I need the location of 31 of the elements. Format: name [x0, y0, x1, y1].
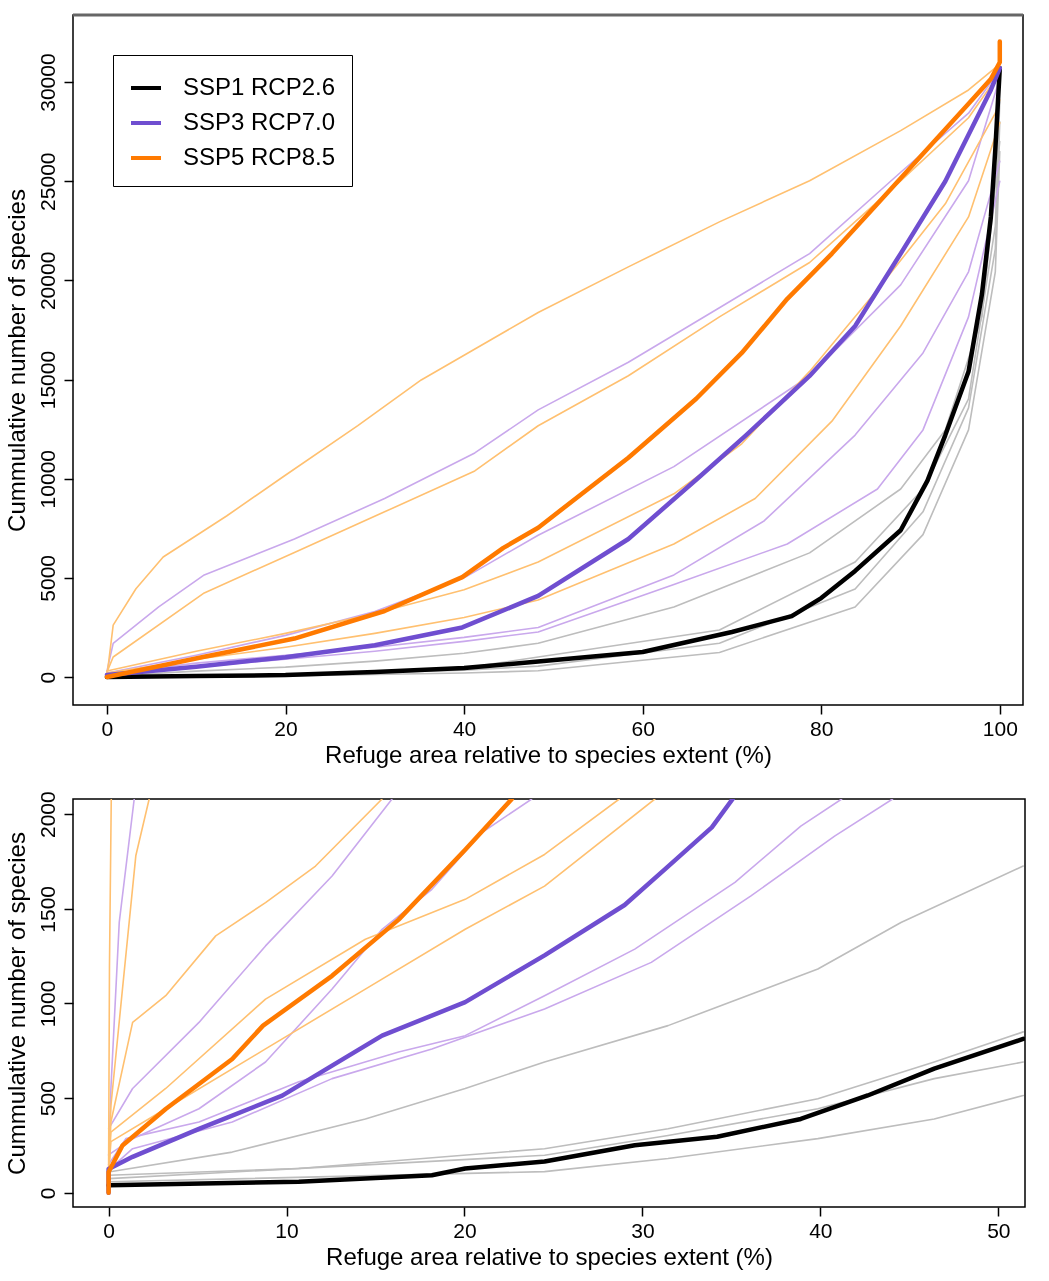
x-tick-label: 30 [631, 1218, 655, 1242]
legend-label: SSP3 RCP7.0 [183, 108, 336, 135]
x-tick-label: 60 [631, 716, 655, 740]
y-tick-label: 10000 [35, 450, 59, 509]
x-tick-label: 40 [452, 716, 477, 740]
x-tick-label: 100 [982, 716, 1018, 740]
y-tick-label: 20000 [35, 251, 59, 311]
legend-label: SSP5 RCP8.5 [183, 143, 336, 170]
x-tick-label: 20 [274, 716, 298, 740]
y-tick-label: 15000 [35, 350, 59, 410]
y-axis-title: Cummulative number of species [2, 832, 30, 1175]
y-axis-title: Cummulative number of species [2, 189, 30, 532]
y-tick-label: 2000 [35, 791, 59, 839]
y-tick-label: 0 [35, 671, 59, 684]
y-tick-label: 500 [35, 1081, 59, 1117]
x-tick-label: 20 [453, 1218, 477, 1242]
x-tick-label: 50 [987, 1218, 1011, 1242]
x-axis-title: Refuge area relative to species extent (%) [325, 740, 772, 768]
y-tick-label: 25000 [35, 152, 59, 211]
legend-label: SSP1 RCP2.6 [183, 73, 336, 100]
y-tick-label: 1000 [35, 980, 59, 1028]
y-tick-label: 5000 [35, 555, 59, 602]
x-tick-label: 10 [275, 1218, 299, 1242]
y-tick-label: 30000 [35, 53, 59, 112]
x-tick-label: 40 [809, 1218, 833, 1242]
y-tick-label: 1500 [35, 885, 59, 933]
x-tick-label: 0 [101, 716, 114, 740]
x-axis-title: Refuge area relative to species extent (%) [326, 1242, 773, 1270]
x-tick-label: 80 [810, 716, 834, 740]
y-tick-label: 0 [35, 1187, 59, 1200]
x-tick-label: 0 [103, 1218, 115, 1242]
